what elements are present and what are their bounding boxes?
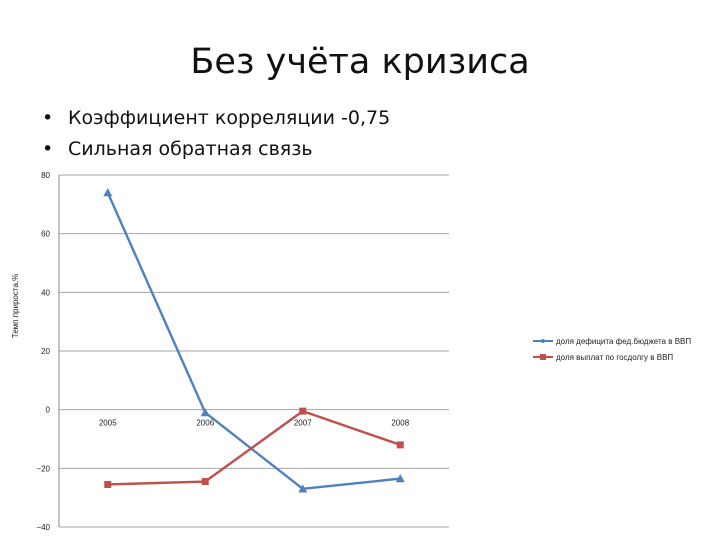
bullet-item: • Коэффициент корреляции -0,75 [42, 103, 390, 134]
square-marker [396, 441, 404, 449]
y-tick-label: 0 [46, 406, 51, 415]
y-tick-labels: 80 60 40 20 0 −20 −40 [36, 171, 50, 532]
legend: доля дефицита фед.бюджета в ВВП доля выпл… [533, 337, 691, 362]
bullet-icon: • [42, 107, 54, 129]
x-tick-label: 2006 [196, 419, 214, 428]
y-axis-title: Темп прироста,% [11, 274, 20, 338]
x-tick-label: 2008 [391, 419, 409, 428]
x-tick-label: 2005 [99, 419, 117, 428]
y-tick-label: 60 [41, 230, 50, 239]
x-tick-label: 2007 [294, 419, 312, 428]
legend-label: доля дефицита фед.бюджета в ВВП [556, 337, 691, 346]
square-marker [201, 478, 209, 486]
square-marker [104, 480, 112, 488]
bullet-list: • Коэффициент корреляции -0,75 • Сильная о… [42, 103, 390, 165]
slide-title: Без учёта кризиса [190, 42, 530, 82]
bullet-item: • Сильная обратная связь [42, 134, 390, 165]
x-tick-labels: 2005 2006 2007 2008 [99, 419, 410, 428]
triangle-marker [200, 408, 210, 417]
series-line [107, 409, 401, 486]
triangle-marker [103, 188, 113, 197]
y-tick-label: 20 [41, 347, 50, 356]
bullet-icon: • [42, 138, 54, 160]
square-marker [299, 407, 307, 415]
series-2 [104, 407, 404, 488]
bullet-text: Сильная обратная связь [68, 138, 313, 160]
series-1 [103, 188, 405, 493]
bullet-text: Коэффициент корреляции -0,75 [68, 107, 391, 129]
triangle-marker [395, 474, 405, 483]
y-tick-label: −40 [36, 523, 50, 532]
series-line [106, 192, 401, 491]
y-tick-label: −20 [36, 464, 50, 473]
legend-item: доля дефицита фед.бюджета в ВВП [533, 337, 691, 346]
y-tick-label: 40 [41, 288, 50, 297]
y-tick-label: 80 [41, 171, 50, 180]
triangle-marker [298, 484, 308, 493]
legend-marker [541, 339, 545, 343]
legend-item: доля выплат по госдолгу в ВВП [533, 353, 673, 362]
series-layer [103, 188, 405, 493]
gridlines [59, 174, 449, 528]
legend-label: доля выплат по госдолгу в ВВП [556, 353, 673, 362]
legend-marker [540, 354, 546, 360]
